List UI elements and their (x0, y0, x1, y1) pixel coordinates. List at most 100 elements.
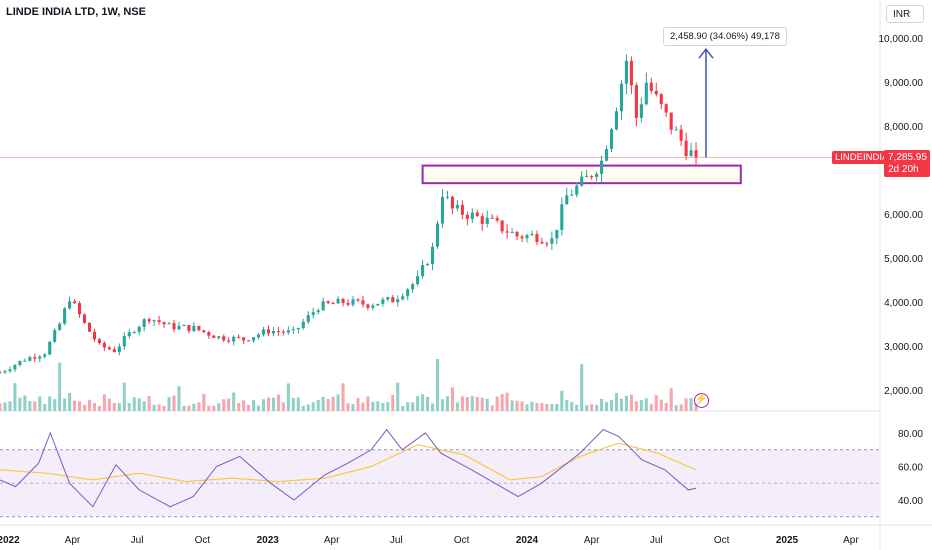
volume-bar (540, 403, 544, 411)
volume-bar (376, 401, 380, 411)
volume-bar (470, 395, 474, 411)
volume-bar (600, 398, 604, 411)
candle-body (147, 319, 151, 322)
candle-body (266, 329, 271, 334)
candle-body (276, 331, 280, 333)
volume-bar (237, 402, 241, 411)
candle-body (609, 129, 614, 150)
candle-body (82, 314, 87, 323)
candle-body (222, 336, 226, 341)
rsi-line (0, 428, 697, 508)
volume-bar (167, 397, 171, 411)
candle-body (535, 234, 539, 243)
volume-bar (142, 401, 146, 411)
candle-body (664, 104, 668, 113)
volume-bar (33, 401, 37, 411)
volume-bar (590, 404, 594, 411)
volume-bar (78, 401, 82, 411)
volume-bar (525, 404, 529, 411)
candle-body (694, 150, 698, 158)
candle-body (73, 301, 77, 304)
candle-body (142, 319, 146, 327)
candle-body (97, 339, 101, 343)
candle-body (23, 360, 27, 362)
candle-body (490, 217, 494, 219)
bar-countdown: 2d 20h (888, 164, 919, 175)
candle-body (117, 346, 121, 353)
volume-bar (634, 401, 638, 411)
volume-bar (401, 405, 405, 411)
volume-bar (68, 392, 72, 411)
volume-bar (371, 401, 375, 411)
candle-body (619, 83, 624, 112)
volume-bar (356, 397, 360, 411)
volume-bar (132, 397, 136, 411)
candle-body (495, 218, 499, 221)
volume-bar (0, 403, 2, 411)
volume-bar (222, 399, 226, 411)
candle-body (202, 330, 206, 333)
candle-body (600, 160, 604, 174)
candle-body (371, 305, 375, 308)
volume-bar (570, 401, 574, 411)
volume-bar (28, 401, 32, 411)
candle-body (182, 325, 186, 327)
candle-body (465, 214, 469, 219)
currency-button[interactable]: INR (886, 5, 924, 23)
volume-bar (421, 394, 425, 411)
candle-body (485, 217, 489, 224)
volume-bar (187, 405, 191, 411)
candle-body (624, 60, 628, 84)
price-tick-label: 10,000.00 (879, 34, 924, 45)
volume-bar (92, 403, 97, 411)
lightning-icon[interactable]: ⚡ (694, 393, 709, 408)
volume-bar (261, 399, 266, 411)
volume-bar (122, 382, 126, 411)
volume-bar (684, 398, 688, 411)
candle-body (18, 360, 22, 365)
volume-bar (560, 390, 564, 411)
candle-body (510, 231, 514, 233)
candle-body (460, 204, 464, 215)
rsi-tick-label: 80.00 (898, 429, 923, 440)
volume-bar (411, 402, 415, 411)
volume-bar (242, 400, 246, 411)
volume-bar (326, 399, 330, 411)
chart-title: LINDE INDIA LTD, 1W, NSE (6, 6, 146, 18)
volume-bar (48, 396, 52, 411)
volume-bar (112, 403, 116, 411)
volume-bar (426, 396, 430, 411)
volume-bar (460, 396, 464, 411)
volume-bar (555, 403, 559, 411)
candle-body (271, 331, 275, 334)
candle-body (112, 349, 116, 353)
volume-bar (445, 396, 449, 411)
candle-body (669, 112, 673, 130)
volume-bar (689, 398, 693, 411)
time-tick-label: 2023 (257, 535, 280, 546)
volume-bar (177, 386, 181, 411)
candle-body (28, 357, 32, 361)
volume-bar (137, 398, 141, 411)
candle-body (261, 329, 266, 335)
volume-bar (605, 402, 609, 411)
candle-body (445, 196, 449, 198)
candle-body (102, 342, 106, 348)
candle-body (13, 364, 17, 370)
candle-body (386, 297, 390, 300)
volume-bar (396, 382, 400, 411)
volume-bar (281, 402, 285, 411)
volume-bar (172, 395, 176, 411)
candle-body (232, 336, 236, 342)
volume-bar (291, 398, 295, 411)
candle-body (416, 276, 420, 285)
candle-body (605, 149, 609, 161)
candle-body (321, 301, 325, 311)
volume-bar (431, 403, 435, 411)
time-tick-label: 2022 (0, 535, 20, 546)
volume-bar (500, 394, 504, 411)
volume-bar (147, 395, 151, 411)
rsi-tick-label: 60.00 (898, 463, 923, 474)
volume-bar (659, 399, 663, 411)
